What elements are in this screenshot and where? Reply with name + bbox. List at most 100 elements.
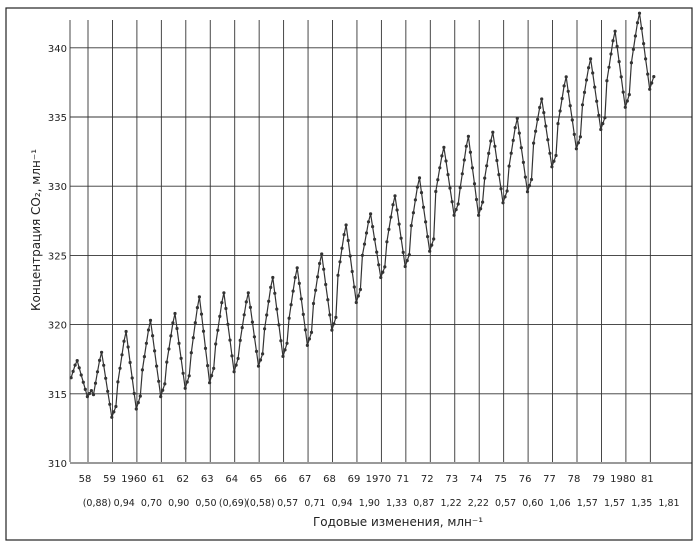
co2-point (642, 42, 646, 46)
co2-point (118, 366, 122, 370)
co2-point (128, 360, 132, 365)
co2-point (265, 313, 269, 317)
co2-point (411, 211, 415, 215)
co2-point (413, 198, 417, 202)
x-tick-label: 69 (348, 474, 361, 485)
co2-point (369, 212, 373, 216)
co2-point (275, 307, 279, 311)
annual-change-value: 1,81 (658, 498, 679, 509)
co2-point (544, 124, 548, 128)
co2-point (625, 99, 629, 103)
co2-point (432, 237, 436, 241)
co2-point (558, 109, 562, 113)
y-tick-label: 315 (48, 390, 67, 401)
co2-point (210, 374, 214, 378)
co2-point (242, 313, 246, 317)
co2-point (495, 158, 499, 163)
co2-point (415, 185, 419, 189)
co2-point (291, 289, 295, 293)
co2-point (383, 265, 387, 269)
x-tick-label: 1980 (610, 474, 635, 485)
co2-point (305, 343, 309, 347)
co2-point (283, 348, 287, 352)
co2-point (540, 97, 544, 101)
co2-point (548, 151, 552, 155)
co2-point (279, 339, 283, 343)
co2-point (297, 281, 301, 285)
x-tick-label: 81 (641, 474, 654, 485)
co2-point (466, 134, 470, 138)
co2-point (330, 328, 334, 332)
x-tick-label: 59 (103, 474, 116, 485)
co2-point (185, 380, 189, 384)
x-tick-label: 1970 (366, 474, 391, 485)
co2-point (269, 285, 273, 289)
co2-point (324, 282, 328, 287)
co2-point (201, 329, 206, 333)
co2-point (619, 75, 623, 79)
co2-point (360, 253, 364, 257)
co2-point (554, 153, 558, 158)
x-tick-label: 74 (470, 474, 483, 485)
co2-point (285, 341, 289, 345)
co2-point (73, 363, 77, 367)
co2-point (161, 388, 165, 392)
co2-point (464, 144, 468, 148)
co2-point (556, 122, 560, 126)
co2-point (350, 269, 354, 274)
co2-point (393, 194, 397, 198)
co2-point (126, 345, 130, 349)
co2-point (436, 178, 440, 182)
co2-point (206, 364, 210, 368)
co2-point (336, 273, 340, 277)
co2-point (289, 303, 293, 307)
co2-point (104, 376, 108, 380)
co2-point (322, 267, 326, 271)
y-tick-label: 340 (48, 44, 67, 55)
co2-point (281, 354, 285, 358)
co2-point (458, 186, 462, 190)
annual-change-value: 1,35 (631, 498, 652, 509)
annual-change-value: 0,94 (114, 498, 135, 509)
co2-point (199, 312, 204, 316)
co2-point (385, 240, 389, 244)
co2-point (644, 57, 648, 61)
co2-point (366, 220, 371, 224)
co2-point (564, 75, 568, 79)
co2-point (342, 233, 346, 237)
co2-point (93, 381, 98, 385)
co2-point (173, 311, 177, 316)
annual-change-value: 2,22 (468, 498, 489, 509)
co2-point (332, 322, 336, 326)
co2-point (446, 173, 450, 177)
co2-point (218, 314, 222, 318)
co2-series (69, 11, 656, 419)
co2-point (95, 370, 100, 374)
y-tick-label: 320 (48, 321, 67, 332)
co2-point (593, 85, 597, 89)
co2-point (314, 288, 318, 292)
co2-point (98, 358, 102, 362)
co2-point (124, 329, 128, 334)
co2-point (485, 164, 489, 168)
co2-point (191, 336, 195, 340)
co2-point (246, 291, 250, 295)
co2-point (601, 122, 605, 126)
co2-point (550, 165, 554, 169)
co2-point (326, 298, 330, 302)
annual-change-value: 0,87 (413, 498, 434, 509)
y-axis-ticks: 310 315 320 325 330 335 340 (48, 44, 67, 470)
x-tick-label: 66 (274, 474, 287, 485)
co2-point (595, 99, 599, 103)
co2-point (81, 380, 85, 384)
co2-point (167, 347, 171, 351)
co2-point (183, 386, 187, 390)
co2-point (187, 374, 191, 378)
co2-point (409, 224, 413, 228)
co2-point (100, 350, 104, 354)
annual-change-value: 0,60 (522, 498, 543, 509)
co2-point (605, 79, 609, 83)
x-tick-label: 72 (421, 474, 434, 485)
co2-point (299, 297, 303, 301)
co2-point (140, 368, 144, 372)
